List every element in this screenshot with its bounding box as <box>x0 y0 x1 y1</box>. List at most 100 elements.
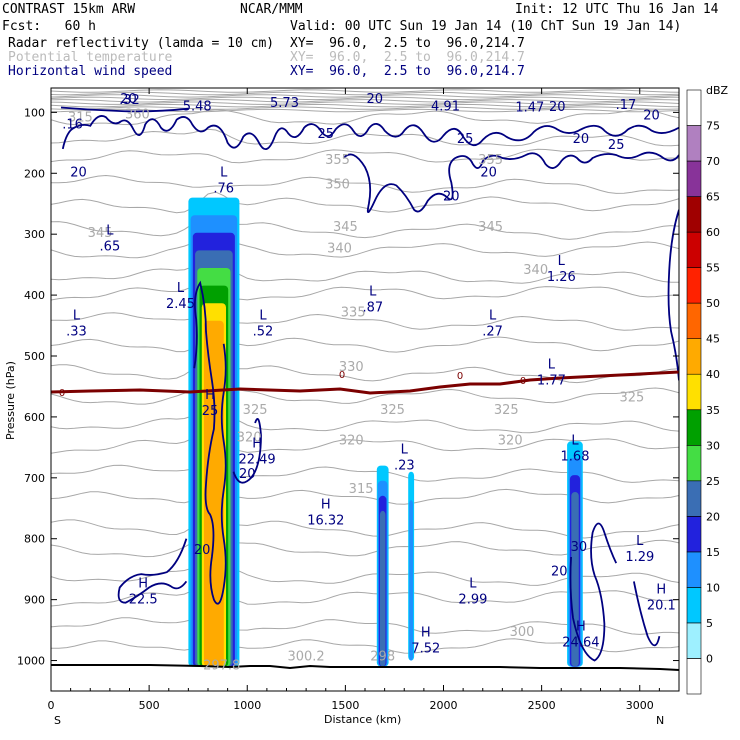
extremum-type: L <box>369 284 377 299</box>
extremum-type: H <box>576 619 586 634</box>
extremum-type: H <box>205 388 215 403</box>
y-tick-label: 200 <box>24 167 45 180</box>
theta-contour <box>51 89 679 93</box>
theta-contour <box>51 255 679 284</box>
theta-label: 340 <box>327 242 352 257</box>
theta-contours <box>51 89 679 654</box>
y-tick-label: 700 <box>24 472 45 485</box>
extremum-type: L <box>636 534 644 549</box>
colorbar-label: 60 <box>706 226 720 239</box>
wind-label: 20 <box>549 100 566 115</box>
colorbar-label: 25 <box>706 475 720 488</box>
colorbar-swatch <box>686 302 702 340</box>
theta-contour <box>51 312 679 331</box>
y-tick-label: 900 <box>24 594 45 607</box>
colorbar-title: dBZ <box>706 84 729 97</box>
theta-label: 315 <box>68 111 93 126</box>
valid-time: Valid: 00 UTC Sun 19 Jan 14 (10 ChT Sun … <box>290 19 682 34</box>
colorbar-label: 35 <box>706 404 720 417</box>
theta-label: 335 <box>341 305 366 320</box>
forecast-hour: Fcst: 60 h <box>2 19 96 34</box>
extremum-value: 22.49 <box>238 453 275 468</box>
theta-labels: 315 360 355 355 350 345 345 345 340 340 335 330 325 3… <box>68 108 644 674</box>
colorbar-label: 5 <box>706 617 713 630</box>
theta-contour <box>51 99 679 103</box>
theta-contour <box>51 333 679 353</box>
theta-label: 350 <box>325 178 350 193</box>
freezing-label: 0 <box>339 370 345 381</box>
extremum-value: .17 <box>616 98 637 113</box>
extremum-value: .52 <box>253 325 274 340</box>
freezing-label: 0 <box>457 371 463 382</box>
extrema-labels: .32 5.48 5.73 4.91 1.47.17.16L.76L.65L2.45L.… <box>62 93 676 656</box>
wind-label: 20 <box>239 467 256 482</box>
wind-label: 20 <box>573 132 590 147</box>
wind-label: 20 <box>120 92 137 107</box>
extremum-value: 22.5 <box>129 593 158 608</box>
extremum-value: 4.91 <box>431 99 460 114</box>
colorbar-label: 75 <box>706 120 720 133</box>
freezing-label: 0 <box>520 376 526 387</box>
colorbar-swatch <box>686 231 702 268</box>
extremum-value: 20.1 <box>647 599 676 614</box>
extremum-value: 5.73 <box>270 96 299 111</box>
extremum-type: H <box>656 583 666 598</box>
wind-label: 20 <box>70 165 87 180</box>
org-label: NCAR/MMM <box>240 2 303 17</box>
field-reflectivity-xy: XY= 96.0, 2.5 to 96.0,214.7 <box>290 36 525 51</box>
y-tick-label: 300 <box>24 228 45 241</box>
extremum-value: 25 <box>202 404 219 419</box>
extremum-value: .23 <box>394 459 415 474</box>
theta-label: 315 <box>349 482 374 497</box>
extremum-type: L <box>469 577 477 592</box>
extremum-type: L <box>259 309 267 324</box>
y-tick-label: 500 <box>24 350 45 363</box>
x-tick-label: 2500 <box>528 699 556 712</box>
extremum-value: .33 <box>66 325 87 340</box>
theta-contour <box>51 174 679 194</box>
wind-label: 20 <box>367 92 384 107</box>
extremum-type: L <box>220 166 228 181</box>
extremum-value: .16 <box>62 118 83 133</box>
theta-label: 325 <box>380 403 405 418</box>
theta-label: 345 <box>478 220 503 235</box>
extremum-type: H <box>138 577 148 592</box>
colorbar-label: 50 <box>706 297 720 310</box>
extremum-value: 2.99 <box>458 593 487 608</box>
colorbar-swatch <box>686 444 702 482</box>
theta-label: 297.8 <box>203 659 240 674</box>
colorbar-label: 15 <box>706 546 720 559</box>
x-tick-label: 0 <box>48 699 55 712</box>
y-tick-label: 600 <box>24 411 45 424</box>
extremum-value: 16.32 <box>307 514 344 529</box>
extremum-value: 1.26 <box>547 270 576 285</box>
reflectivity-cell <box>409 500 413 661</box>
wind-label: 25 <box>608 138 625 153</box>
colorbar-swatch <box>686 622 702 659</box>
extremum-type: L <box>401 443 409 458</box>
reflectivity-cell <box>571 492 579 667</box>
colorbar-label: 10 <box>706 581 720 594</box>
colorbar-swatch <box>686 89 702 126</box>
y-tick-label: 1000 <box>17 655 45 668</box>
theta-contour <box>51 91 679 96</box>
theta-label: 300.2 <box>287 650 324 665</box>
extremum-value: 7.52 <box>411 641 440 656</box>
y-tick-label: 800 <box>24 533 45 546</box>
wind-contour <box>117 538 188 604</box>
theta-label: 325 <box>619 391 644 406</box>
wind-contour <box>633 581 661 647</box>
theta-label: 355 <box>325 153 350 168</box>
extremum-value: .87 <box>362 300 383 315</box>
extremum-type: H <box>321 498 331 513</box>
colorbar-swatch <box>686 587 702 624</box>
theta-label: 325 <box>494 403 519 418</box>
theta-contour <box>51 278 679 301</box>
south-label: S <box>54 714 61 727</box>
theta-contour <box>51 108 679 126</box>
wind-label: 25 <box>457 132 474 147</box>
colorbar-label: 30 <box>706 439 720 452</box>
extremum-value: 1.77 <box>537 373 566 388</box>
wind-label: 20 <box>643 109 660 124</box>
extremum-value: .27 <box>482 325 503 340</box>
